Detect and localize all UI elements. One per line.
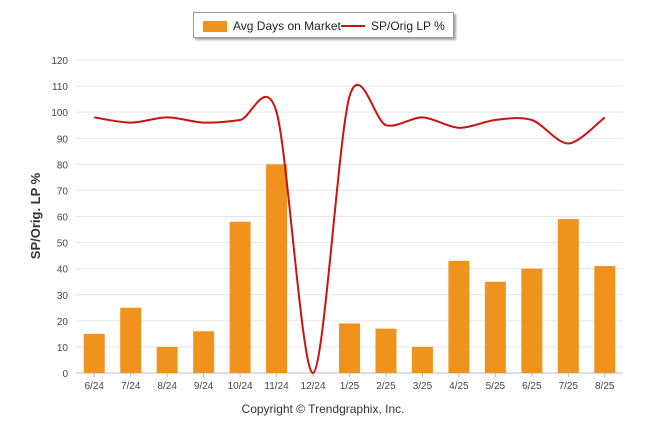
legend-item-bar[interactable]: Avg Days on Market <box>203 19 341 33</box>
y-tick-label: 80 <box>57 160 69 171</box>
y-tick-label: 20 <box>57 317 69 328</box>
bar[interactable] <box>411 346 433 373</box>
axes <box>76 372 623 377</box>
legend-line-swatch <box>341 25 365 27</box>
line-path[interactable] <box>94 84 606 375</box>
y-tick-label: 60 <box>57 213 69 224</box>
bar[interactable] <box>594 266 616 373</box>
bar[interactable] <box>339 323 360 373</box>
x-tick-label: 12/24 <box>301 381 326 392</box>
x-tick-label: 3/25 <box>413 381 433 392</box>
bar[interactable] <box>521 268 543 373</box>
y-tick-label: 30 <box>57 291 69 302</box>
legend-bar-swatch <box>203 20 227 32</box>
bar[interactable] <box>266 164 288 373</box>
legend-item-line[interactable]: SP/Orig LP % <box>341 19 445 33</box>
bar[interactable] <box>156 346 178 373</box>
x-tick-label: 6/25 <box>522 381 542 392</box>
x-tick-label: 11/24 <box>264 381 289 392</box>
bar[interactable] <box>484 281 506 373</box>
legend-bar-label: Avg Days on Market <box>233 19 341 33</box>
x-tick-label: 6/24 <box>84 381 104 392</box>
tick-labels: 0 10 20 30 40 50 60 70 80 90 100 110 120 6/24 7/24 8/24… <box>51 56 615 392</box>
line-series <box>94 84 606 375</box>
x-tick-label: 2/25 <box>376 381 396 392</box>
legend: Avg Days on Market SP/Orig LP % <box>193 12 454 38</box>
x-tick-label: 5/25 <box>486 381 506 392</box>
y-tick-label: 90 <box>57 134 69 145</box>
y-tick-label: 50 <box>57 239 69 250</box>
x-tick-label: 10/24 <box>228 381 253 392</box>
x-tick-label: 7/24 <box>121 381 141 392</box>
y-tick-label: 40 <box>57 265 69 276</box>
grid-lines <box>76 59 623 374</box>
y-tick-label: 100 <box>51 108 68 119</box>
y-tick-label: 70 <box>57 186 69 197</box>
x-tick-label: 4/25 <box>449 381 469 392</box>
bar-series <box>83 164 616 373</box>
bar[interactable] <box>557 219 579 373</box>
copyright-footer: Copyright © Trendgraphix, Inc. <box>241 402 405 416</box>
bar[interactable] <box>120 307 142 373</box>
x-tick-label: 8/24 <box>157 381 177 392</box>
x-tick-label: 9/24 <box>194 381 214 392</box>
legend-line-label: SP/Orig LP % <box>371 19 445 33</box>
bar[interactable] <box>193 331 215 373</box>
x-tick-label: 1/25 <box>340 381 360 392</box>
bar[interactable] <box>229 221 251 373</box>
bar[interactable] <box>448 260 470 373</box>
y-tick-label: 0 <box>62 369 68 380</box>
bar[interactable] <box>83 333 105 373</box>
x-tick-label: 7/25 <box>559 381 579 392</box>
y-tick-label: 10 <box>57 343 69 354</box>
y-tick-label: 110 <box>52 82 68 93</box>
x-tick-label: 8/25 <box>595 381 615 392</box>
bar[interactable] <box>375 328 397 373</box>
y-axis-label: SP/Orig. LP % <box>28 172 43 259</box>
y-tick-label: 120 <box>51 56 68 67</box>
